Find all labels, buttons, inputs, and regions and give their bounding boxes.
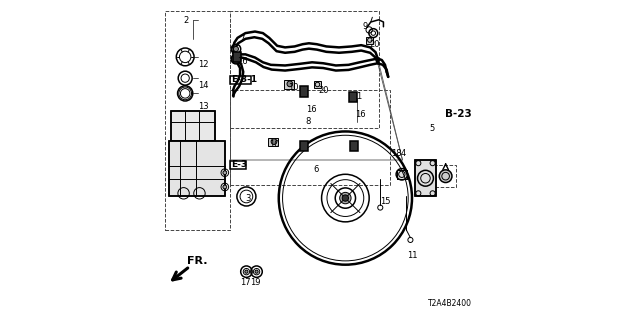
Circle shape	[255, 270, 258, 273]
Text: 7: 7	[239, 35, 244, 44]
Text: E-3-1: E-3-1	[231, 76, 257, 84]
Bar	[397, 170, 407, 179]
Circle shape	[342, 195, 349, 201]
Text: 1: 1	[356, 92, 362, 101]
Text: 12: 12	[198, 60, 209, 69]
Circle shape	[340, 192, 351, 204]
Text: 15: 15	[380, 197, 391, 206]
Text: 5: 5	[429, 124, 435, 133]
Text: 10: 10	[288, 83, 299, 92]
Text: 17: 17	[240, 278, 251, 287]
Bar	[230, 76, 252, 84]
Circle shape	[223, 171, 227, 175]
Bar	[415, 160, 436, 196]
Circle shape	[271, 139, 277, 144]
Circle shape	[234, 46, 239, 52]
Text: 4: 4	[401, 149, 406, 158]
Text: 9: 9	[363, 22, 368, 31]
Circle shape	[287, 81, 292, 87]
Bar	[350, 141, 358, 151]
Text: E-3: E-3	[231, 160, 247, 169]
Text: 16: 16	[306, 105, 316, 114]
Bar	[230, 90, 390, 185]
Circle shape	[245, 270, 248, 273]
Circle shape	[439, 170, 452, 182]
Text: T2A4B2400: T2A4B2400	[428, 299, 472, 308]
Circle shape	[231, 54, 241, 64]
Bar	[366, 37, 373, 44]
Text: 2: 2	[184, 16, 189, 25]
Text: FR.: FR.	[188, 256, 208, 266]
Text: 20: 20	[369, 40, 380, 49]
Bar	[230, 161, 246, 169]
Text: 8: 8	[306, 117, 311, 126]
Text: 14: 14	[198, 81, 209, 90]
Bar	[314, 81, 321, 88]
Bar	[300, 86, 308, 97]
Bar	[171, 111, 215, 141]
Text: 10: 10	[269, 140, 280, 148]
Text: 20: 20	[319, 86, 329, 95]
Bar	[435, 165, 456, 187]
Bar	[170, 141, 225, 196]
Bar	[170, 141, 225, 196]
Text: B-23: B-23	[445, 109, 472, 119]
Bar	[268, 138, 278, 146]
Text: 13: 13	[198, 101, 209, 111]
Text: 6: 6	[314, 165, 319, 174]
Circle shape	[223, 185, 227, 189]
Bar	[164, 11, 230, 230]
Bar	[171, 111, 215, 141]
Bar	[230, 11, 379, 128]
Bar	[284, 80, 294, 89]
Text: 18: 18	[392, 149, 402, 158]
Bar	[397, 170, 407, 179]
Text: 16: 16	[237, 57, 248, 66]
Text: 16: 16	[355, 109, 365, 118]
Bar	[415, 160, 436, 196]
Bar	[349, 92, 357, 102]
Bar	[233, 52, 241, 62]
Text: 19: 19	[250, 278, 260, 287]
Text: 3: 3	[246, 194, 251, 203]
Text: 11: 11	[407, 251, 418, 260]
Bar	[300, 141, 308, 151]
